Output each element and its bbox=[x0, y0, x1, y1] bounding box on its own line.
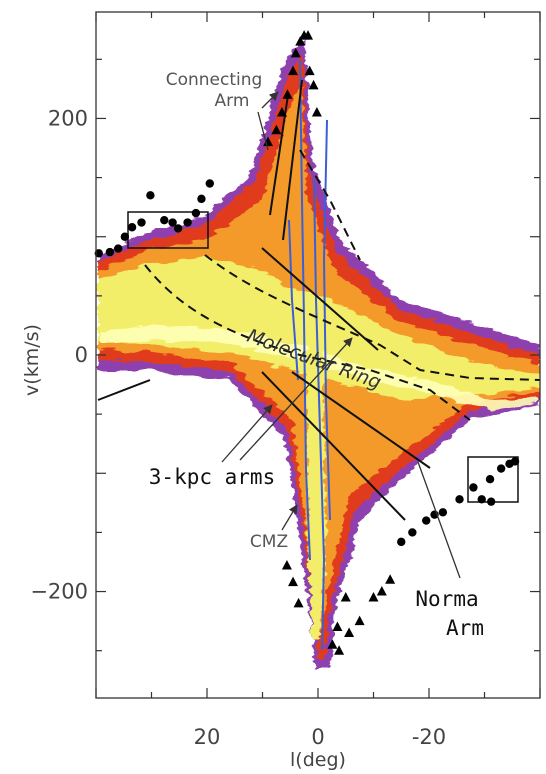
x-tick-label: 0 bbox=[311, 725, 324, 749]
triangle-marker bbox=[334, 645, 345, 655]
y-axis-label: v(km/s) bbox=[21, 324, 43, 396]
dashed-guide-lines bbox=[144, 149, 541, 421]
circle-marker bbox=[114, 244, 123, 253]
annotation-pointers bbox=[221, 91, 461, 579]
annotation-connecting-line2: Arm bbox=[215, 91, 250, 111]
triangle-marker bbox=[327, 639, 338, 649]
triangle-marker bbox=[385, 574, 396, 584]
triangle-marker bbox=[368, 591, 379, 602]
circle-marker bbox=[173, 224, 183, 233]
line-connecting-2 bbox=[282, 79, 303, 241]
marker-points bbox=[94, 30, 520, 655]
circle-marker bbox=[120, 232, 130, 241]
triangle-marker bbox=[281, 560, 292, 570]
triangle-marker bbox=[288, 576, 299, 587]
pointer-norma bbox=[417, 461, 461, 579]
circle-marker bbox=[469, 483, 478, 492]
circle-marker bbox=[422, 516, 431, 525]
pointer-cmz bbox=[281, 504, 298, 531]
triangle-marker bbox=[303, 30, 314, 40]
circle-marker bbox=[438, 508, 448, 517]
circle-marker bbox=[183, 218, 192, 227]
triangle-marker bbox=[282, 89, 293, 99]
triangle-marker bbox=[263, 136, 274, 147]
cmz-contour-3 bbox=[322, 119, 331, 521]
x-axis-label: l(deg) bbox=[290, 749, 346, 771]
annotation-connecting-line1: Connecting bbox=[166, 70, 263, 90]
triangle-marker bbox=[295, 36, 306, 46]
triangle-marker bbox=[340, 591, 351, 602]
circle-marker bbox=[160, 215, 169, 225]
cmz-contour-4 bbox=[288, 219, 299, 381]
circle-marker bbox=[496, 464, 506, 473]
triangle-marker bbox=[290, 47, 301, 58]
annotation-cmz: CMZ bbox=[250, 532, 288, 552]
triangle-marker bbox=[354, 615, 365, 626]
triangle-marker bbox=[308, 79, 319, 90]
triangle-marker bbox=[276, 107, 287, 117]
pointer-3kpc-2 bbox=[239, 337, 353, 461]
line-3kpc-near bbox=[261, 247, 379, 351]
circle-marker bbox=[486, 497, 496, 506]
circle-marker bbox=[455, 495, 464, 504]
triangle-marker bbox=[376, 586, 387, 596]
dashed-line-upper bbox=[204, 254, 541, 381]
circle-marker bbox=[137, 218, 146, 227]
circle-marker bbox=[94, 249, 103, 258]
line-3kpc-far bbox=[261, 371, 406, 521]
x-tick-label: -20 bbox=[412, 725, 446, 749]
circle-marker bbox=[105, 247, 115, 257]
annotation-norma-line1: Norma bbox=[415, 587, 478, 611]
circle-marker bbox=[408, 528, 417, 537]
circle-marker bbox=[205, 179, 214, 188]
triangle-marker bbox=[311, 107, 322, 117]
line-norma bbox=[291, 371, 431, 469]
y-tick-label: 0 bbox=[75, 343, 88, 367]
circle-marker bbox=[197, 194, 206, 204]
box-left bbox=[127, 211, 209, 249]
dashed-line-lower bbox=[144, 264, 471, 421]
pointer-connecting-1 bbox=[261, 91, 279, 109]
emission-cmz-streak bbox=[306, 320, 326, 640]
line-far-left bbox=[97, 379, 151, 401]
pointer-connecting-2 bbox=[257, 111, 269, 151]
circle-marker bbox=[477, 495, 486, 504]
plot-frame bbox=[95, 11, 541, 699]
triangle-marker bbox=[344, 627, 355, 637]
circle-marker bbox=[127, 223, 137, 232]
x-tick-label: 20 bbox=[194, 725, 221, 749]
circle-marker bbox=[146, 191, 155, 200]
y-tick-label: −200 bbox=[30, 580, 88, 604]
annotation-norma-line2: Arm bbox=[446, 616, 484, 640]
triangle-marker bbox=[293, 597, 304, 608]
circle-marker bbox=[397, 537, 406, 547]
annotation-3kpc-arms: 3-kpc arms bbox=[149, 465, 275, 489]
triangle-marker bbox=[304, 65, 315, 76]
dashed-line-connecting bbox=[299, 149, 361, 261]
circle-marker bbox=[168, 218, 177, 227]
circle-marker bbox=[485, 474, 495, 484]
cmz-contour-2 bbox=[313, 179, 326, 651]
circle-marker bbox=[191, 208, 201, 218]
y-tick-label: 200 bbox=[48, 106, 88, 130]
pointer-3kpc-1 bbox=[221, 404, 273, 463]
circle-marker bbox=[510, 457, 520, 466]
triangle-marker bbox=[332, 621, 343, 632]
triangle-marker bbox=[271, 124, 282, 135]
triangle-marker bbox=[288, 65, 299, 76]
